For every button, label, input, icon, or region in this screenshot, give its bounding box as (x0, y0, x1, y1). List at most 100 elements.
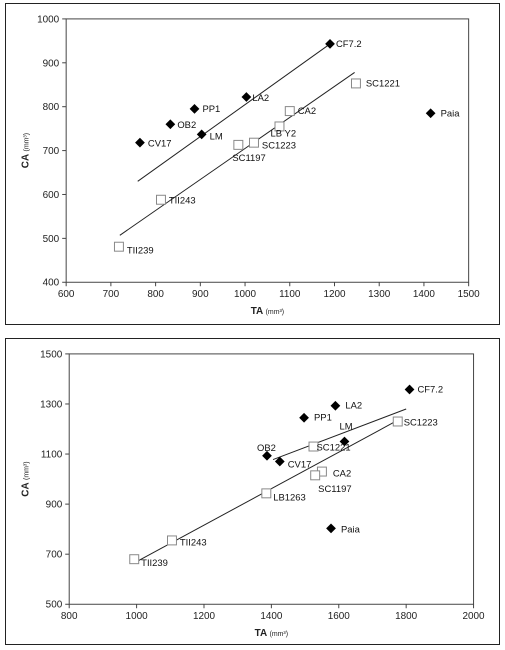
data-label: OB2 (257, 443, 276, 454)
data-point-square (284, 106, 295, 117)
x-tick-label: 1200 (193, 611, 216, 622)
data-label: SC1197 (318, 484, 351, 495)
data-point-diamond (189, 104, 200, 114)
x-axis-title: TA (mm³) (251, 306, 284, 317)
x-axis-unit: (mm³) (270, 631, 289, 638)
x-axis-unit: (mm³) (266, 309, 285, 316)
x-tick-label: 800 (61, 611, 78, 622)
x-axis-title: TA (mm³) (255, 628, 288, 639)
data-label: LB Y2 (271, 128, 297, 139)
data-point-diamond (330, 400, 341, 411)
data-point-square (129, 554, 140, 565)
data-label: CF7.2 (336, 39, 362, 50)
y-tick-label: 700 (46, 550, 63, 561)
x-tick-label: 1600 (328, 611, 351, 622)
data-point-diamond (299, 412, 309, 423)
y-tick-label: 400 (43, 278, 60, 289)
x-tick-label: 900 (192, 289, 209, 300)
scatter-chart-bottom: 800 1000 1200 1400 1600 1800 2000 500 700 900 1100… (5, 338, 500, 645)
y-tick-label: 500 (46, 600, 63, 611)
y-tick-label: 600 (43, 190, 60, 201)
trendline (272, 408, 407, 461)
data-point-square (261, 488, 272, 499)
data-label: Paia (441, 108, 461, 119)
x-tick-label: 1300 (368, 289, 391, 300)
data-label: CV17 (148, 139, 172, 150)
chart-canvas-bottom: 800 1000 1200 1400 1600 1800 2000 500 700 900 1100… (20, 349, 486, 639)
x-tick-label: 1000 (234, 289, 257, 300)
plot-area (68, 353, 475, 605)
data-point-diamond (425, 108, 436, 119)
y-tick-label: 800 (43, 102, 60, 113)
x-tick-label: 600 (58, 289, 75, 300)
data-label: LA2 (345, 401, 362, 412)
data-label: TII239 (127, 246, 154, 257)
y-tick-label: 1500 (40, 349, 63, 360)
data-point-diamond (325, 39, 335, 49)
y-tick-label: 900 (43, 58, 60, 69)
data-label: OB2 (177, 120, 196, 131)
data-point-square (310, 470, 321, 481)
data-label: LM (210, 131, 223, 142)
x-tick-label: 800 (147, 289, 164, 300)
data-label: SC1223 (262, 141, 296, 152)
data-point-square (233, 139, 244, 150)
data-point-diamond (196, 129, 207, 140)
data-label: SC1197 (232, 153, 265, 164)
data-label: LA2 (252, 93, 269, 104)
data-label: CA2 (298, 106, 316, 117)
x-tick-label: 700 (103, 289, 120, 300)
data-point-diamond (262, 450, 272, 461)
y-axis-title: CA (mm³) (20, 461, 31, 496)
x-tick-label: 1800 (395, 611, 418, 622)
y-axis-title: CA (mm³) (20, 133, 31, 168)
y-tick-label: 1000 (37, 14, 60, 25)
data-label: TII243 (169, 196, 196, 207)
data-point-square (308, 441, 319, 452)
x-tick-label: 1500 (458, 289, 481, 300)
data-point-square (167, 535, 177, 546)
data-label: Paia (341, 524, 361, 535)
data-label: SC1221 (366, 78, 400, 89)
data-label: CA2 (333, 469, 351, 480)
trendline (119, 72, 355, 236)
data-point-diamond (135, 137, 145, 148)
data-label: SC1221 (316, 443, 350, 454)
data-point-diamond (165, 119, 176, 130)
y-axis-unit: (mm³) (23, 133, 30, 152)
x-tick-label: 2000 (463, 611, 486, 622)
x-tick-label: 1200 (323, 289, 346, 300)
x-tick-label: 1400 (260, 611, 283, 622)
trendline (137, 43, 331, 182)
y-tick-label: 500 (43, 234, 60, 245)
data-point-diamond (274, 456, 285, 467)
data-label: CV17 (288, 460, 312, 471)
data-label: TII239 (141, 558, 168, 569)
data-point-square (249, 137, 259, 148)
x-tick-label: 1400 (413, 289, 436, 300)
y-tick-label: 1100 (41, 450, 63, 461)
data-label: PP1 (202, 104, 220, 115)
data-point-diamond (326, 523, 336, 534)
data-point-square (350, 78, 361, 89)
data-point-square (392, 416, 403, 427)
data-label: LB1263 (273, 492, 306, 503)
data-point-diamond (241, 92, 252, 102)
x-tick-label: 1000 (126, 611, 149, 622)
y-tick-label: 900 (46, 500, 63, 511)
x-tick-label: 1100 (279, 289, 301, 300)
data-label: LM (340, 422, 353, 433)
data-label: PP1 (314, 413, 332, 424)
data-point-square (274, 121, 285, 132)
data-point-diamond (404, 384, 415, 395)
scatter-chart-top: 600 700 800 900 1000 1100 1200 1300 1400 1500 400 5… (5, 3, 500, 325)
data-label: CF7.2 (417, 384, 443, 395)
data-point-diamond (339, 436, 350, 447)
data-label: SC1223 (404, 417, 438, 428)
data-point-square (113, 241, 124, 252)
chart-canvas-top: 600 700 800 900 1000 1100 1200 1300 1400 1500 400 5… (20, 14, 481, 317)
y-tick-label: 1300 (40, 399, 63, 410)
y-axis-unit: (mm³) (23, 461, 30, 480)
data-point-square (156, 194, 166, 205)
y-tick-label: 700 (43, 146, 60, 157)
